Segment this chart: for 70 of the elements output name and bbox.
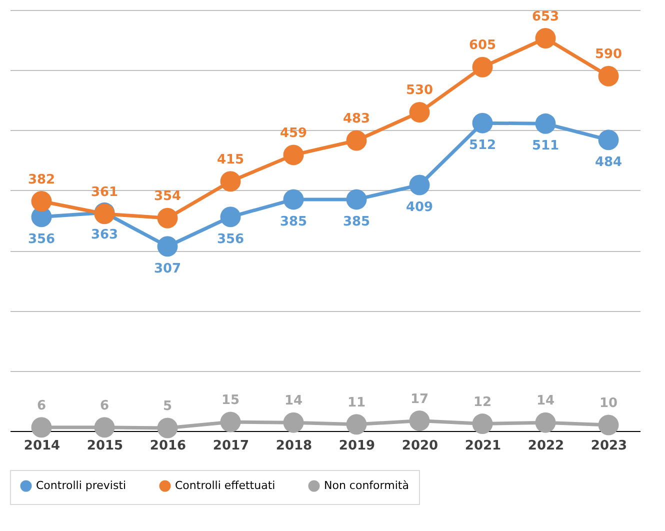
point xyxy=(535,113,556,134)
data-label: 307 xyxy=(154,261,182,276)
x-tick-label: 2022 xyxy=(528,438,564,454)
legend-label: Controlli previsti xyxy=(36,479,126,492)
data-label: 512 xyxy=(468,138,496,154)
data-label: 6 xyxy=(100,398,110,414)
data-label: 483 xyxy=(342,112,370,127)
point xyxy=(409,410,430,432)
point xyxy=(157,208,178,228)
data-label: 14 xyxy=(536,394,555,409)
data-label: 10 xyxy=(599,396,618,411)
data-label: 6 xyxy=(36,398,46,414)
point xyxy=(346,189,367,210)
point xyxy=(283,412,304,433)
data-label: 354 xyxy=(154,189,182,204)
data-label: 382 xyxy=(28,172,56,188)
data-label: 459 xyxy=(280,126,308,141)
data-label: 530 xyxy=(406,83,434,98)
point xyxy=(409,174,430,196)
point xyxy=(472,112,493,134)
point xyxy=(409,102,430,122)
data-label: 356 xyxy=(216,232,244,247)
point xyxy=(283,144,304,166)
point xyxy=(220,171,241,192)
point xyxy=(598,414,619,436)
data-label: 356 xyxy=(28,232,56,247)
data-label: 385 xyxy=(280,214,308,230)
point xyxy=(220,412,241,432)
x-tick-label: 2017 xyxy=(212,438,250,454)
data-label: 12 xyxy=(473,394,492,410)
data-label: 363 xyxy=(90,228,118,243)
point xyxy=(472,56,493,78)
data-label: 511 xyxy=(532,138,560,154)
x-tick-label: 2018 xyxy=(276,438,312,454)
point xyxy=(472,414,493,434)
data-label: 11 xyxy=(347,395,366,410)
data-label: 14 xyxy=(284,394,303,409)
x-tick-label: 2019 xyxy=(338,438,376,454)
point xyxy=(346,130,367,151)
point xyxy=(157,418,178,438)
point xyxy=(535,28,556,48)
data-label: 17 xyxy=(410,392,429,407)
data-label: 361 xyxy=(90,184,118,200)
x-tick-label: 2014 xyxy=(24,438,60,454)
point xyxy=(220,206,241,228)
data-label: 15 xyxy=(221,392,240,408)
data-label: 590 xyxy=(594,47,622,62)
data-label: 409 xyxy=(406,200,434,216)
point xyxy=(31,191,52,212)
data-label: 385 xyxy=(342,214,370,230)
data-label: 5 xyxy=(162,398,172,414)
data-label: 484 xyxy=(594,154,622,170)
point xyxy=(346,414,367,435)
data-label: 653 xyxy=(532,9,560,24)
point xyxy=(598,130,619,150)
x-tick-label: 2016 xyxy=(150,438,186,454)
x-tick-label: 2020 xyxy=(402,438,438,454)
point xyxy=(157,236,178,257)
x-tick-label: 2021 xyxy=(464,438,502,454)
legend-label: Controlli effettuati xyxy=(175,479,276,492)
legend-label: Non conformità xyxy=(324,479,409,492)
x-tick-label: 2023 xyxy=(590,438,628,454)
point xyxy=(31,417,52,438)
point xyxy=(283,189,304,210)
x-tick-label: 2015 xyxy=(86,438,124,454)
point xyxy=(94,417,115,438)
point xyxy=(535,412,556,433)
data-label: 415 xyxy=(216,152,244,168)
point xyxy=(598,66,619,86)
data-label: 605 xyxy=(468,38,496,54)
